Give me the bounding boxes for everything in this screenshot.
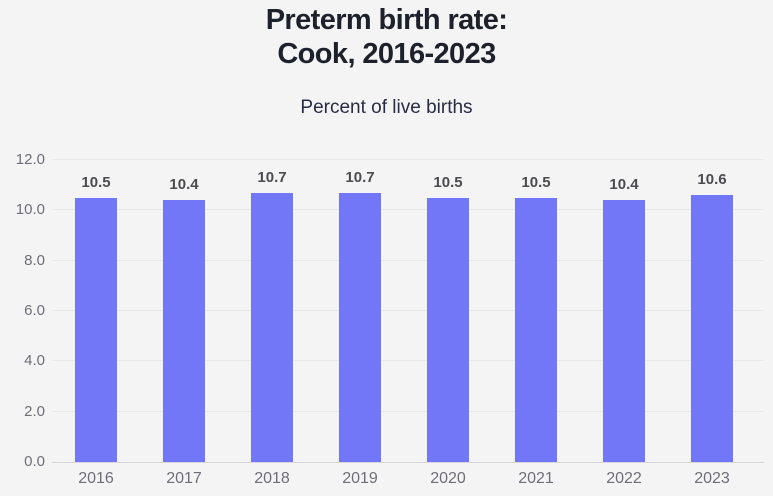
gridline bbox=[52, 259, 764, 261]
x-axis-tick-label: 2021 bbox=[518, 470, 554, 487]
bar-value-label: 10.5 bbox=[81, 173, 111, 191]
bar-value-label: 10.5 bbox=[521, 173, 551, 191]
chart-subtitle: Percent of live births bbox=[300, 97, 473, 118]
y-axis-tick-label: 8.0 bbox=[24, 251, 45, 269]
bar-value-label: 10.7 bbox=[257, 168, 287, 186]
x-axis-tick-label: 2018 bbox=[254, 470, 290, 487]
gridline bbox=[52, 209, 764, 211]
x-axis-tick-label: 2022 bbox=[606, 470, 642, 487]
bar-value-label: 10.5 bbox=[433, 173, 463, 191]
gridline bbox=[52, 159, 764, 160]
bar-2021[interactable] bbox=[515, 197, 557, 462]
bar-2019[interactable] bbox=[339, 192, 381, 462]
y-axis-tick-label: 0.0 bbox=[24, 453, 45, 470]
y-axis-tick-label: 10.0 bbox=[15, 201, 45, 219]
x-axis-tick-label: 2023 bbox=[694, 470, 730, 487]
bar-chart-plot-area: 10.5 2016 10.4 2017 10.7 2018 10.7 2019 10.5 2020… bbox=[52, 159, 764, 487]
bar-2020[interactable] bbox=[427, 197, 469, 462]
x-axis-baseline bbox=[52, 462, 764, 463]
chart-title-line2: Cook, 2016-2023 bbox=[277, 38, 496, 70]
x-axis-tick-label: 2019 bbox=[342, 470, 378, 487]
y-axis-tick-label: 12.0 bbox=[15, 151, 45, 168]
chart-title-line1: Preterm birth rate: bbox=[265, 4, 508, 36]
x-axis-tick-label: 2016 bbox=[78, 470, 114, 487]
gridline bbox=[52, 310, 764, 311]
bar-2017[interactable] bbox=[163, 200, 205, 462]
bar-2016[interactable] bbox=[75, 197, 117, 462]
gridline bbox=[52, 360, 764, 362]
y-axis-tick-label: 2.0 bbox=[24, 402, 45, 420]
bar-value-label: 10.6 bbox=[697, 171, 727, 189]
bar-2023[interactable] bbox=[691, 195, 733, 462]
y-axis-tick-label: 6.0 bbox=[24, 302, 45, 319]
gridline bbox=[52, 410, 764, 412]
y-axis-tick-label: 4.0 bbox=[24, 352, 45, 370]
bar-2022[interactable] bbox=[603, 200, 645, 462]
x-axis-tick-label: 2017 bbox=[166, 470, 202, 487]
bar-value-label: 10.4 bbox=[169, 176, 199, 194]
chart-title: Preterm birth rate: Cook, 2016-2023 bbox=[0, 0, 773, 71]
bar-value-label: 10.4 bbox=[609, 176, 639, 194]
bar-2018[interactable] bbox=[251, 192, 293, 462]
x-axis-tick-label: 2020 bbox=[430, 470, 466, 487]
bar-value-label: 10.7 bbox=[345, 168, 375, 186]
